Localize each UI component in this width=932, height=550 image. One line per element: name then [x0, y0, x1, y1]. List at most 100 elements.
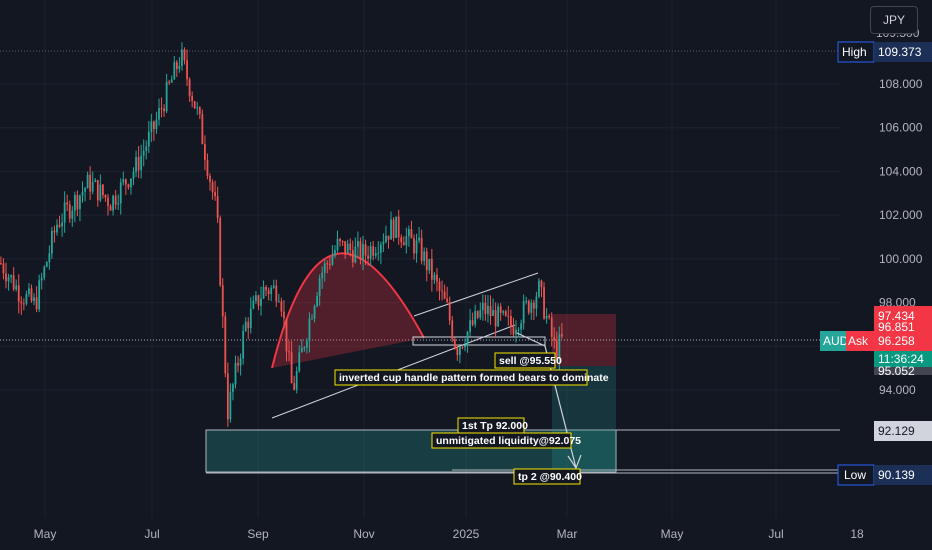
candle-body-38 [96, 180, 99, 201]
candle-body-72 [183, 49, 186, 61]
candle-body-196 [499, 306, 502, 313]
x-tick-label: Nov [353, 527, 374, 541]
candle-body-67 [170, 79, 173, 83]
candle-body-70 [178, 66, 181, 70]
candle-body-197 [502, 311, 505, 313]
candle-body-36 [91, 181, 94, 192]
candle-body-54 [137, 156, 140, 171]
candle-body-216 [550, 317, 553, 337]
candle-body-23 [58, 224, 61, 227]
candle-body-48 [122, 179, 125, 183]
sell-annotation[interactable]: sell @95.550 [494, 352, 562, 369]
candle-body-97 [247, 321, 250, 329]
candle-body-13 [33, 297, 35, 301]
candle-body-116 [295, 371, 298, 390]
svg-text:High: High [842, 45, 867, 59]
x-tick-label: Jul [144, 527, 159, 541]
candle-body-220 [561, 334, 563, 337]
x-tick-label: Mar [557, 527, 578, 541]
candle-body-184 [469, 320, 471, 332]
candle-body-75 [191, 96, 194, 102]
candle-body-219 [558, 334, 561, 359]
candle-body-86 [219, 218, 222, 286]
candle-body-206 [525, 300, 528, 302]
candle-body-215 [548, 315, 551, 318]
candle-body-94 [239, 358, 242, 366]
candle-body-142 [362, 244, 364, 260]
candle-body-4 [10, 275, 12, 278]
candle-body-217 [553, 336, 556, 341]
y-tick-label: 108.000 [879, 77, 923, 91]
candle-body-6 [15, 285, 18, 290]
candle-body-114 [290, 352, 293, 384]
currency-button[interactable]: JPY [870, 6, 918, 34]
candle-body-2 [5, 273, 7, 282]
y-tick-label: 100.000 [879, 252, 923, 266]
svg-text:1st Tp 92.000: 1st Tp 92.000 [462, 420, 528, 432]
candle-body-123 [313, 306, 316, 319]
candle-body-24 [61, 222, 63, 227]
candle-body-145 [369, 246, 372, 259]
candle-body-157 [400, 237, 403, 243]
candle-body-87 [221, 285, 224, 317]
candle-body-178 [453, 339, 456, 349]
candle-body-203 [517, 329, 520, 331]
candle-body-109 [277, 301, 280, 303]
candle-body-19 [48, 253, 51, 263]
candle-body-79 [201, 114, 204, 145]
candle-body-164 [418, 237, 420, 241]
candle-body-63 [160, 108, 163, 110]
candle-body-161 [410, 229, 413, 239]
candle-body-61 [155, 119, 158, 130]
pattern-annotation[interactable]: inverted cup handle pattern formed bears… [334, 369, 609, 386]
x-tick-label: 18 [850, 527, 864, 541]
candle-body-122 [311, 318, 313, 320]
candle-body-35 [89, 174, 92, 192]
candle-body-172 [438, 281, 441, 291]
candle-body-171 [436, 274, 438, 282]
candle-body-118 [300, 347, 303, 353]
candle-body-98 [249, 308, 252, 329]
candle-body-198 [504, 311, 507, 316]
candle-body-106 [270, 287, 273, 295]
candle-body-199 [507, 315, 510, 317]
candle-body-62 [158, 108, 160, 120]
candle-body-53 [135, 156, 137, 172]
candle-body-110 [280, 301, 283, 312]
candle-body-201 [512, 326, 515, 335]
candle-body-140 [357, 241, 359, 247]
candle-body-100 [255, 295, 257, 301]
candle-body-168 [428, 258, 431, 271]
candle-body-58 [147, 131, 150, 147]
time-axis[interactable] [0, 518, 840, 550]
liquidity-annotation[interactable]: unmitigated liquidity@92.075 [431, 432, 581, 449]
candle-body-113 [288, 351, 290, 353]
candle-body-7 [17, 285, 20, 302]
candle-body-180 [459, 347, 461, 355]
candle-body-44 [112, 195, 114, 211]
svg-text:unmitigated liquidity@92.075: unmitigated liquidity@92.075 [436, 435, 581, 447]
candle-body-55 [140, 155, 143, 171]
candle-body-193 [492, 310, 494, 316]
tp1-annotation[interactable]: 1st Tp 92.000 [457, 417, 528, 434]
tp2-annotation[interactable]: tp 2 @90.400 [513, 468, 582, 485]
candle-body-152 [387, 235, 390, 240]
svg-text:sell @95.550: sell @95.550 [499, 355, 562, 367]
candle-body-82 [209, 175, 211, 183]
candle-body-144 [367, 255, 369, 259]
candle-body-163 [415, 240, 418, 254]
candle-body-105 [267, 290, 270, 295]
svg-text:11:36:24: 11:36:24 [878, 352, 924, 366]
candle-body-134 [341, 241, 344, 243]
candle-body-96 [244, 321, 247, 331]
candle-body-39 [99, 184, 102, 201]
y-tick-label: 94.000 [879, 383, 916, 397]
candle-body-18 [45, 262, 48, 267]
cup-pattern-fill [272, 253, 424, 368]
candle-body-208 [530, 302, 533, 313]
overlap-tag-2: 95.052 [874, 364, 932, 378]
candle-body-151 [385, 235, 387, 243]
candle-body-210 [535, 296, 538, 309]
candle-body-41 [104, 195, 107, 198]
